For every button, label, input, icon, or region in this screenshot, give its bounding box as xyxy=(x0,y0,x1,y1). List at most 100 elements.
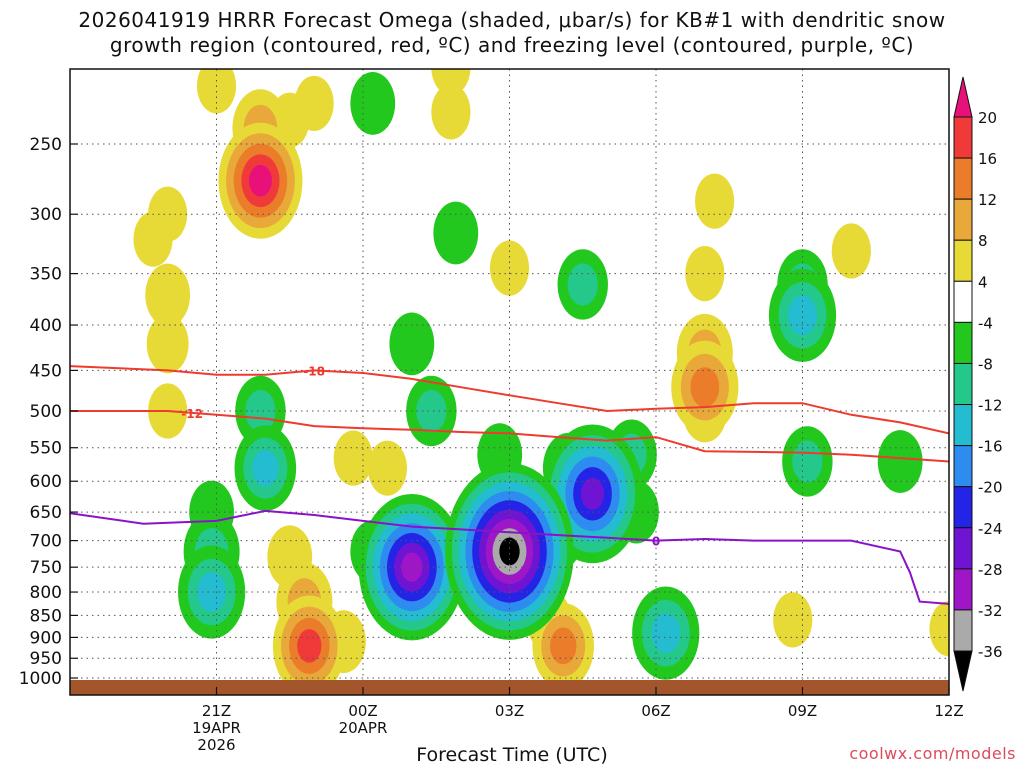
x-tick-label: 12Z xyxy=(934,702,963,720)
x-tick-label: 00Z xyxy=(348,702,377,720)
colorbar-label: -4 xyxy=(978,314,993,332)
omega-cell xyxy=(557,249,608,320)
omega-contour-fill xyxy=(294,75,334,132)
x-tick-label: 06Z xyxy=(641,702,670,720)
omega-cell xyxy=(178,545,246,639)
colorbar-label: -16 xyxy=(978,438,1003,456)
omega-contour-fill xyxy=(773,592,813,648)
omega-cell xyxy=(234,425,297,511)
omega-contour-fill xyxy=(685,246,725,302)
colorbar-swatch xyxy=(953,157,973,200)
omega-cell xyxy=(389,312,435,376)
colorbar-label: -20 xyxy=(978,479,1003,497)
omega-cell xyxy=(445,463,574,640)
omega-cell xyxy=(782,426,833,497)
credit-link[interactable]: coolwx.com/models xyxy=(849,744,1016,763)
colorbar-label: 20 xyxy=(978,109,997,127)
omega-contour-fill xyxy=(651,613,681,654)
y-tick-label: 250 xyxy=(30,135,62,155)
chart-title-line2: growth region (contoured, red, ºC) and f… xyxy=(109,33,915,57)
omega-cell xyxy=(431,84,471,140)
y-axis: 2503003504004505005506006507007508008509… xyxy=(19,135,78,689)
x-tick-label: 2026 xyxy=(197,736,235,754)
omega-contour-fill xyxy=(416,389,447,433)
colorbar-label: 4 xyxy=(978,273,988,291)
omega-cell xyxy=(632,586,700,680)
colorbar-label: 12 xyxy=(978,191,997,209)
omega-contour-fill xyxy=(148,186,188,242)
omega-cell xyxy=(831,223,871,279)
omega-contour-fill xyxy=(567,263,598,306)
omega-cell xyxy=(877,430,923,493)
colorbar-swatch xyxy=(953,404,973,447)
omega-contour-fill xyxy=(297,629,322,663)
contour-label: -18 xyxy=(303,364,325,378)
colorbar-swatch xyxy=(953,362,973,406)
y-tick-label: 350 xyxy=(30,265,62,285)
y-tick-label: 300 xyxy=(30,205,62,225)
omega-contour-fill xyxy=(788,295,817,336)
y-tick-label: 1000 xyxy=(19,669,62,689)
omega-cell xyxy=(773,592,813,648)
colorbar-swatch xyxy=(953,239,973,282)
omega-contour-fill xyxy=(831,223,871,279)
colorbar-swatch xyxy=(953,527,973,570)
omega-cell xyxy=(294,75,334,132)
omega-cell xyxy=(218,122,303,239)
omega-contour-fill xyxy=(389,312,435,376)
omega-cell xyxy=(532,603,595,689)
y-tick-label: 650 xyxy=(30,503,62,523)
colorbar-swatch xyxy=(953,116,973,159)
colorbar-swatch xyxy=(953,486,973,529)
omega-cell xyxy=(768,268,837,362)
x-tick-label: 09Z xyxy=(788,702,817,720)
omega-contour-fill xyxy=(792,440,823,483)
omega-contour-fill xyxy=(245,389,276,433)
omega-cell xyxy=(526,0,571,49)
colorbar-label: -28 xyxy=(978,561,1003,579)
y-tick-label: 450 xyxy=(30,361,62,381)
omega-cell xyxy=(350,72,396,135)
contour-label: -12 xyxy=(181,407,203,421)
omega-contour-fill xyxy=(333,430,373,486)
omega-contour-fill xyxy=(197,572,227,613)
y-tick-label: 850 xyxy=(30,606,62,626)
omega-contour-fill xyxy=(146,314,189,374)
omega-cell xyxy=(333,430,373,486)
y-tick-label: 600 xyxy=(30,472,62,492)
x-tick-label: 20APR xyxy=(339,719,388,737)
colorbar-swatch xyxy=(953,445,973,488)
omega-contour-fill xyxy=(695,173,735,229)
omega-contour-fill xyxy=(431,84,471,140)
x-axis-label: Forecast Time (UTC) xyxy=(416,744,608,766)
chart-title-line1: 2026041919 HRRR Forecast Omega (shaded, … xyxy=(78,8,946,32)
contour-line--12 xyxy=(70,410,949,463)
omega-cell xyxy=(685,246,725,302)
omega-contour-fill xyxy=(252,449,279,487)
omega-contour-fill xyxy=(350,72,396,135)
colorbar-label: -8 xyxy=(978,355,993,373)
contour-lines: -18 -12 0 xyxy=(70,364,949,605)
omega-contour-fill xyxy=(499,537,520,566)
x-tick-label: 19APR xyxy=(192,719,241,737)
colorbar-label: -24 xyxy=(978,520,1003,538)
y-tick-label: 700 xyxy=(30,532,62,552)
y-tick-label: 500 xyxy=(30,402,62,422)
omega-cell xyxy=(145,263,191,327)
omega-contour-fill xyxy=(550,627,577,665)
omega-cell xyxy=(433,201,479,265)
colorbar: 20 16 12 8 4 -4 -8 -12 -16 -20 -24 -28 -32 -36 xyxy=(953,76,1003,692)
colorbar-label: -32 xyxy=(978,602,1003,620)
omega-cell xyxy=(542,424,643,564)
colorbar-bottom-arrow xyxy=(953,650,973,692)
omega-cell xyxy=(406,375,457,447)
omega-contour-fill xyxy=(877,430,923,493)
colorbar-swatch xyxy=(953,321,973,364)
colorbar-top-arrow xyxy=(953,76,973,118)
omega-contour-fill xyxy=(526,0,571,49)
contour-label: 0 xyxy=(652,535,660,549)
colorbar-label: -12 xyxy=(978,397,1003,415)
x-tick-label: 21Z xyxy=(202,702,231,720)
